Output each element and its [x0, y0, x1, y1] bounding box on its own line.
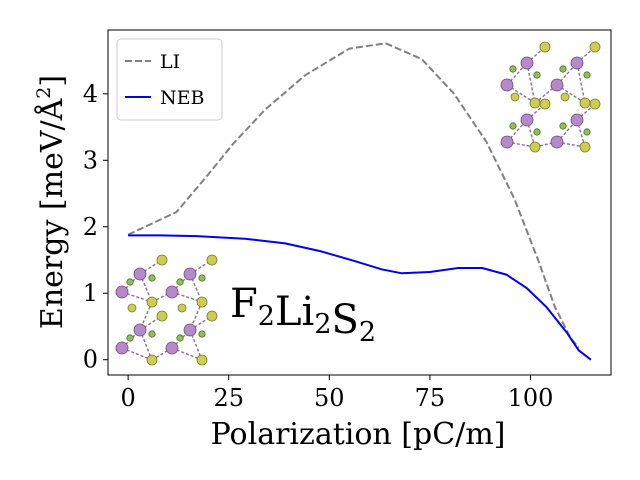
series-layer	[127, 42, 592, 361]
y-tick-label: 1	[83, 279, 98, 307]
y-tick-label: 0	[83, 346, 98, 374]
plot-frame	[107, 29, 612, 376]
y-axis-label-sup: 2	[33, 87, 55, 99]
x-tick-label: 100	[508, 384, 554, 412]
x-axis-label: Polarization [pC/m]	[211, 417, 506, 452]
legend-label-li: LI	[160, 51, 180, 73]
legend-label-neb: NEB	[160, 87, 204, 109]
crystal-structure-inset-right	[500, 41, 601, 153]
y-axis-label: Energy [meV/Å2]	[33, 75, 70, 329]
series-line-neb	[128, 234, 592, 361]
y-axis-label-end: ]	[35, 75, 70, 87]
formula-subscript: 2	[314, 309, 331, 340]
x-tick-label: 0	[120, 384, 135, 412]
x-tick-label: 75	[415, 384, 446, 412]
x-tick-label: 25	[213, 384, 244, 412]
legend: LI NEB	[116, 38, 223, 121]
crystal-structure-inset-left	[115, 254, 218, 366]
x-axis-ticks: 0 25 50 75 100	[120, 375, 553, 412]
y-tick-label: 4	[83, 80, 98, 108]
compound-formula-label: F2Li2S2	[230, 281, 376, 348]
x-tick-label: 50	[314, 384, 345, 412]
formula-subscript: 2	[258, 301, 275, 332]
legend-box	[116, 38, 223, 121]
formula-subscript: 2	[359, 317, 376, 348]
y-tick-label: 3	[83, 146, 98, 174]
y-tick-label: 2	[83, 213, 98, 241]
formula-element: Li	[275, 289, 314, 335]
formula-element: S	[332, 297, 359, 343]
y-axis-ticks: 0 1 2 3 4	[83, 80, 108, 374]
formula-element: F	[230, 281, 258, 327]
y-axis-label-main: Energy [meV/Å	[34, 98, 70, 329]
